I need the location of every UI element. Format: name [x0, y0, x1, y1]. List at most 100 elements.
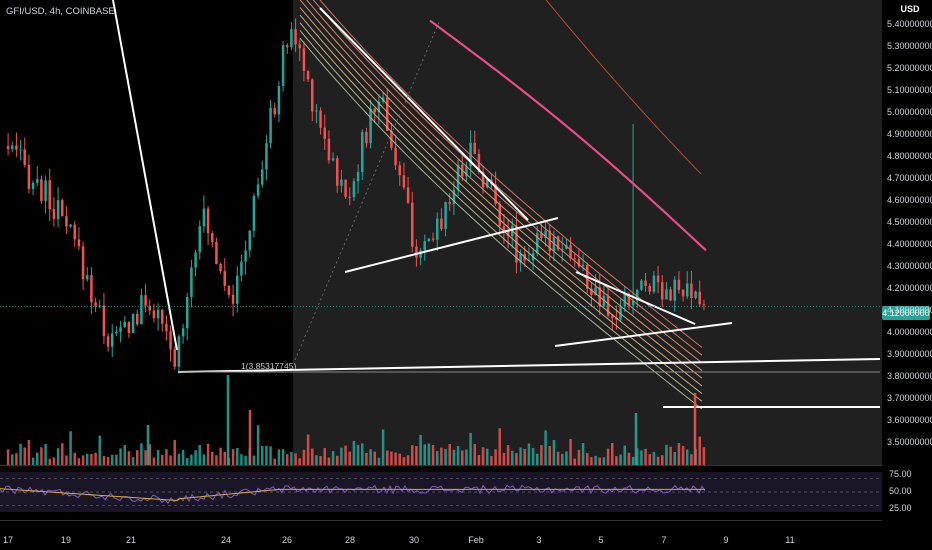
volume-bar — [256, 425, 260, 465]
volume-bar — [552, 439, 556, 465]
volume-bar — [48, 458, 51, 465]
volume-bar — [698, 436, 701, 465]
volume-bar — [86, 453, 89, 465]
candle-body — [444, 202, 447, 229]
volume-bar — [681, 445, 685, 465]
candle-body — [327, 138, 331, 161]
candle-body — [136, 313, 139, 325]
volume-bar — [36, 452, 39, 465]
volume-spike — [146, 425, 150, 465]
volume-bar — [65, 455, 68, 465]
candle-body — [340, 179, 343, 186]
candle-body — [140, 295, 143, 325]
candle-body — [302, 48, 306, 72]
candle-body — [102, 305, 106, 337]
candle-body — [273, 107, 276, 115]
volume-bar — [402, 457, 406, 465]
rsi-tick-label: 50.00 — [889, 486, 912, 496]
volume-bar — [690, 454, 693, 465]
candle-body — [423, 241, 426, 251]
volume-bar — [190, 454, 193, 465]
ema-ribbon-line — [299, 0, 703, 371]
candle-body — [236, 275, 239, 304]
volume-bar — [106, 457, 110, 465]
candle-body — [165, 323, 168, 332]
volume-bar — [686, 449, 689, 465]
candle-body — [606, 295, 610, 316]
volume-bar — [519, 447, 522, 465]
candle-body — [611, 315, 614, 318]
candle-body — [665, 289, 668, 300]
volume-bar — [236, 448, 239, 465]
volume-bar — [56, 448, 60, 465]
volume-bar — [673, 452, 676, 465]
volume-bar — [340, 447, 343, 465]
candle-body — [369, 108, 372, 144]
volume-bar — [31, 457, 35, 465]
volume-bar — [231, 449, 235, 465]
volume-bar — [215, 455, 218, 465]
candle-body — [427, 238, 431, 242]
volume-bar — [119, 448, 122, 465]
volume-bar — [290, 451, 293, 465]
candle-body — [623, 293, 626, 307]
volume-bar — [269, 446, 272, 465]
price-tick-label: 4.70000000 — [887, 173, 932, 183]
candle-body — [515, 225, 518, 263]
volume-bar — [311, 448, 314, 465]
volume-bar — [127, 451, 131, 465]
candle-body — [281, 45, 285, 86]
volume-bar — [286, 454, 289, 465]
price-tick-label: 5.30000000 — [887, 41, 932, 51]
price-tick-label: 5.10000000 — [887, 85, 932, 95]
volume-bar — [623, 445, 626, 465]
candle-body — [194, 252, 197, 268]
candle-body — [619, 306, 622, 320]
volume-bar — [481, 447, 485, 465]
candle-body — [311, 79, 314, 112]
volume-bar — [344, 445, 347, 465]
candle-body — [215, 242, 218, 264]
volume-bar — [515, 453, 518, 465]
price-tick-label: 4.90000000 — [887, 129, 932, 139]
candle-body — [652, 275, 656, 292]
price-tick-label: 4.60000000 — [887, 195, 932, 205]
volume-bar — [202, 454, 206, 465]
volume-bar — [165, 449, 168, 465]
candle-body — [336, 158, 339, 186]
candle-body — [27, 164, 31, 190]
time-tick-label: 30 — [408, 535, 420, 545]
volume-bar — [27, 439, 31, 465]
candle-body — [386, 97, 389, 131]
volume-bar — [361, 443, 364, 465]
candle-body — [640, 280, 643, 290]
symbol-title: GFI/USD, 4h, COINBASE — [6, 6, 115, 17]
volume-bar — [548, 446, 551, 465]
currency-label[interactable]: USD — [900, 4, 920, 14]
volume-bar — [411, 445, 414, 465]
volume-bar — [365, 452, 368, 465]
volume-spike — [226, 375, 230, 465]
volume-bar — [319, 456, 322, 465]
volume-bar — [398, 453, 401, 465]
volume-bar — [81, 455, 85, 465]
candle-body — [206, 208, 210, 234]
candle-body — [198, 226, 201, 253]
volume-bar — [427, 443, 431, 465]
volume-bar — [523, 448, 526, 465]
rsi-tick-label: 75.00 — [889, 469, 912, 480]
volume-bar — [136, 450, 139, 465]
candle-body — [690, 283, 693, 299]
volume-bar — [265, 445, 268, 465]
volume-bar — [586, 453, 589, 465]
candle-body — [694, 291, 697, 299]
price-tick-label: 4.20000000 — [887, 283, 932, 293]
candle-body — [481, 171, 485, 188]
volume-bar — [115, 454, 118, 465]
price-tick-label: 4.50000000 — [887, 217, 932, 227]
candle-body — [40, 179, 43, 201]
time-tick-label: 11 — [785, 535, 795, 545]
candle-body — [556, 236, 560, 250]
candle-body — [456, 164, 460, 190]
